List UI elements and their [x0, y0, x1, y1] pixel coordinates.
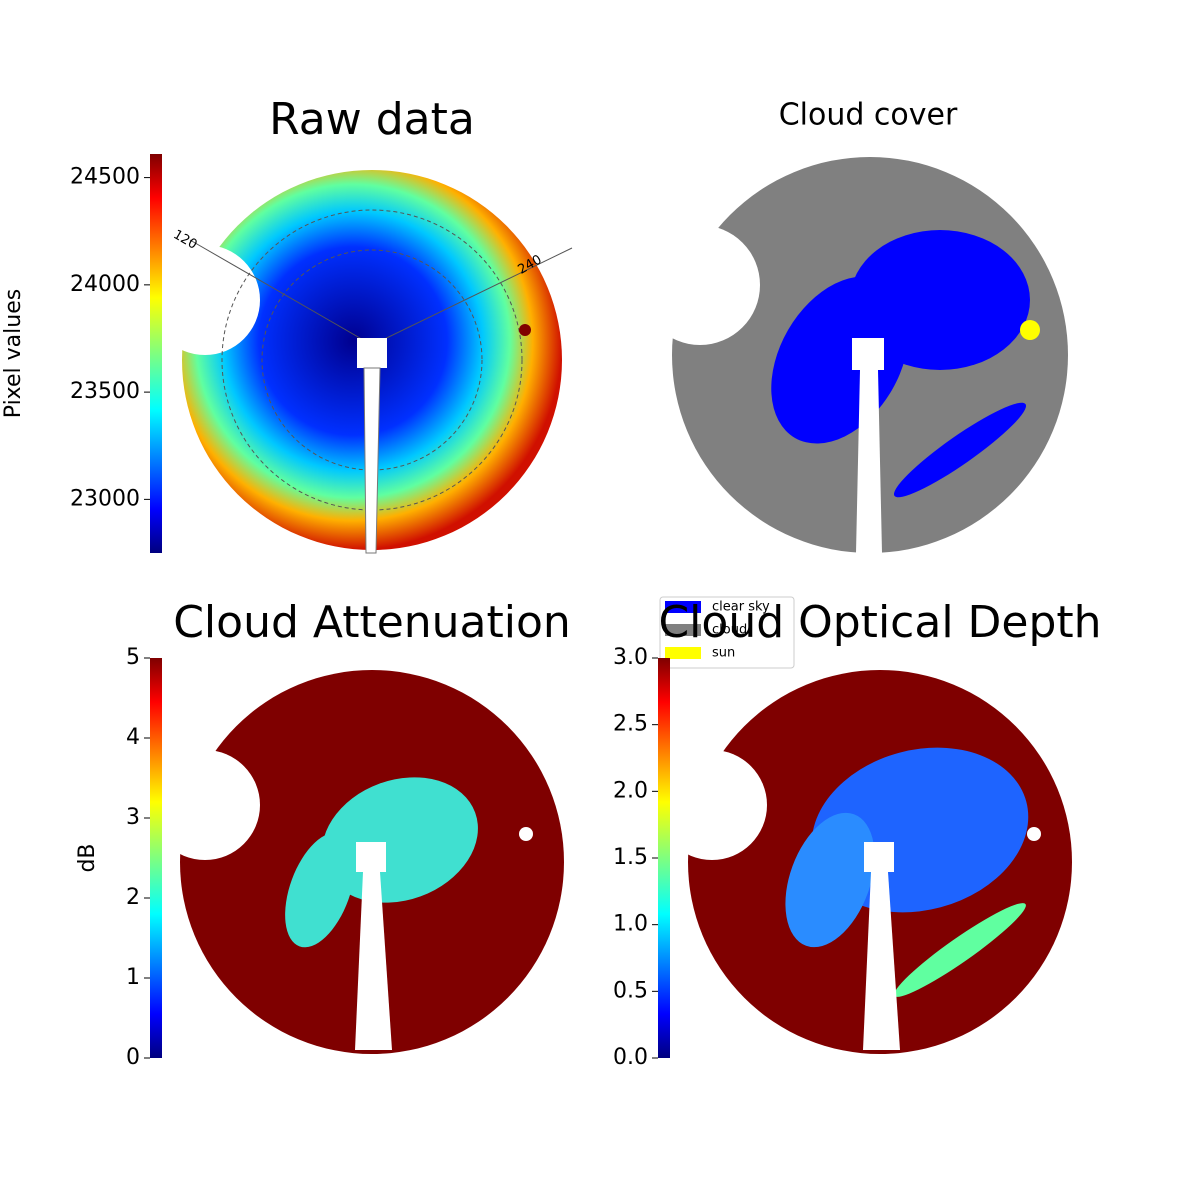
tick-label: 3 [126, 805, 140, 830]
tick-label: 23500 [70, 379, 140, 404]
panel-title: Cloud cover [779, 98, 958, 133]
tick-label: 1.5 [613, 845, 648, 870]
colorbar [150, 154, 162, 553]
legend-label: cloud [712, 623, 747, 638]
panel-title: Cloud Attenuation [173, 597, 571, 648]
tick-label: 23000 [70, 486, 140, 511]
legend-label: clear sky [712, 600, 770, 615]
tick-label: 3.0 [613, 645, 648, 670]
colorbar-label: Pixel values [1, 289, 26, 418]
tick-label: 2 [126, 885, 140, 910]
legend-label: sun [712, 646, 735, 661]
legend-swatch [665, 601, 701, 613]
cloud-cover-image [640, 157, 1068, 553]
tick-label: 1.0 [613, 912, 648, 937]
panel-title: Cloud Optical Depth [658, 597, 1101, 648]
tick-label: 0.5 [613, 978, 648, 1003]
tick-label: 24500 [70, 165, 140, 190]
tick-label: 1 [126, 965, 140, 990]
optical-depth-image [657, 670, 1072, 1054]
colorbar [658, 658, 670, 1058]
tick-label: 4 [126, 725, 140, 750]
colorbar [150, 658, 162, 1058]
legend-swatch [665, 647, 701, 659]
attenuation-image [150, 670, 564, 1054]
tick-label: 0.0 [613, 1045, 648, 1070]
tick-label: 2.5 [613, 712, 648, 737]
panel-title: Raw data [269, 94, 475, 145]
colorbar-label: dB [75, 843, 100, 872]
legend-swatch [665, 624, 701, 636]
tick-label: 5 [126, 645, 140, 670]
tick-label: 24000 [70, 272, 140, 297]
tick-label: 2.0 [613, 778, 648, 803]
tick-label: 0 [126, 1045, 140, 1070]
raw-image [150, 170, 573, 554]
